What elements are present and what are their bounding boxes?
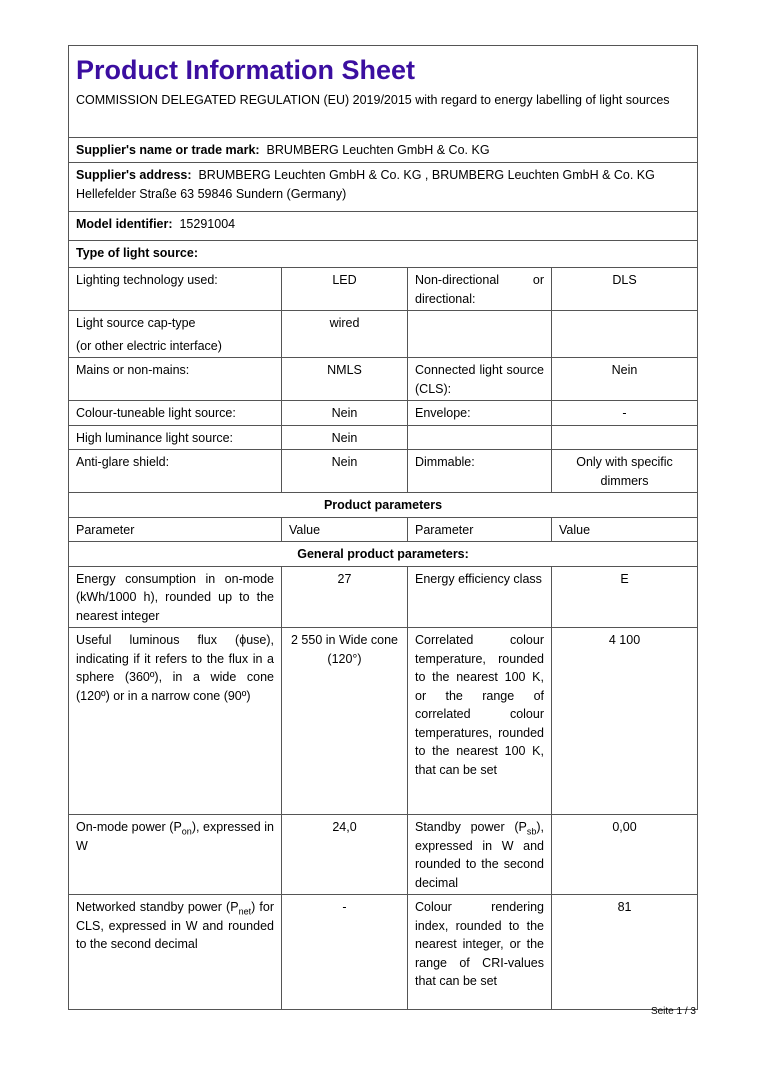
param-label: Colour rendering index, rounded to the n… [407,894,552,1010]
label-text: Standby power (P [415,820,527,834]
param-value: wired [281,310,408,358]
page-number: 1 / 3 [676,1006,696,1017]
page-footer: Seite 1 / 3 [651,1006,696,1017]
param-label: High luminance light source: [68,424,282,450]
table-row: Anti-glare shield: Nein Dimmable: Only w… [68,449,699,493]
supplier-name-value: BRUMBERG Leuchten GmbH & Co. KG [266,143,490,157]
param-value: - [550,400,699,426]
table-row: Light source cap-type (or other electric … [68,310,699,358]
footer-label: Seite [650,1006,674,1017]
param-label: Correlated colour temperature, rounded t… [407,627,552,815]
param-value: LED [281,267,408,311]
param-label: Energy consumption in on-mode (kWh/1000 … [68,565,282,628]
label-text: On-mode power (P [76,820,182,834]
table-row: Lighting technology used: LED Non-direct… [68,267,699,311]
param-label: Lighting technology used: [68,267,282,311]
table-row: High luminance light source: Nein [68,424,699,450]
param-value: - [281,894,408,1010]
param-value [550,310,699,358]
param-label [407,424,552,450]
regulation-text: COMMISSION DELEGATED REGULATION (EU) 201… [76,93,670,107]
supplier-address-value: BRUMBERG Leuchten GmbH & Co. KG , BRUMBE… [76,168,655,201]
label-subscript: on [181,826,192,837]
param-value: 27 [281,565,408,628]
model-row: Model identifier: 15291004 [67,211,699,241]
table-row: Colour-tuneable light source: Nein Envel… [68,400,699,426]
column-header: Value [550,516,699,542]
param-label: Mains or non-mains: [68,357,282,401]
table-row: Useful luminous flux (ϕuse), indicating … [68,627,699,815]
product-params-heading: Product parameters [67,492,699,518]
label-text: ) for CLS, expressed in W and rounded to… [76,900,274,951]
param-value: Nein [281,449,408,493]
param-label: Standby power (Psb), expressed in W and … [407,814,552,895]
model-value: 15291004 [179,217,236,231]
label-text: ), expressed in W [76,820,274,853]
table-row: Energy consumption in on-mode (kWh/1000 … [68,565,699,628]
page-title: Product Information Sheet [76,55,416,85]
cap-type-label: Light source cap-type [76,316,196,330]
param-value: NMLS [281,357,408,401]
label-text: ), expressed in W and rounded to the sec… [415,820,544,890]
supplier-name-row: Supplier's name or trade mark: BRUMBERG … [67,137,699,163]
table-row: On-mode power (Pon), expressed in W 24,0… [68,814,699,895]
param-label: Networked standby power (Pnet) for CLS, … [68,894,282,1010]
param-label: Energy efficiency class [407,565,552,628]
type-heading: Type of light source: [67,240,699,268]
param-value: Only with specific dimmers [550,449,699,493]
param-label: Connected light source (CLS): [407,357,552,401]
param-value: Nein [281,424,408,450]
table-row: Networked standby power (Pnet) for CLS, … [68,894,699,1010]
column-header: Parameter [407,516,552,542]
param-value: Nein [281,400,408,426]
supplier-name-label: Supplier's name or trade mark: [76,143,260,157]
label-text: Networked standby power (P [76,900,239,914]
param-label [407,310,552,358]
param-label: On-mode power (Pon), expressed in W [68,814,282,895]
header-cell: Product Information Sheet COMMISSION DEL… [67,45,699,138]
table-row: Mains or non-mains: NMLS Connected light… [68,357,699,401]
param-value: 4 100 [550,627,699,815]
param-label: Colour-tuneable light source: [68,400,282,426]
supplier-address-row: Supplier's address: BRUMBERG Leuchten Gm… [67,162,699,212]
model-label: Model identifier: [76,217,173,231]
param-label: Non-directional or directional: [407,267,552,311]
label-subscript: net [238,906,252,917]
param-value: 24,0 [281,814,408,895]
param-label: Envelope: [407,400,552,426]
column-header-row: Parameter Value Parameter Value [68,516,699,542]
column-header: Value [281,516,408,542]
param-value: 81 [550,894,699,1010]
cap-type-sublabel: (or other electric interface) [76,338,222,353]
param-value [550,424,699,450]
param-value: E [550,565,699,628]
supplier-address-label: Supplier's address: [76,168,192,182]
param-value: Nein [550,357,699,401]
label-subscript: sb [526,826,537,837]
general-params-heading: General product parameters: [67,541,699,567]
param-label: Light source cap-type (or other electric … [68,310,282,358]
param-value: 0,00 [550,814,699,895]
param-label: Dimmable: [407,449,552,493]
column-header: Parameter [68,516,282,542]
param-label: Useful luminous flux (ϕuse), indicating … [68,627,282,815]
param-value: 2 550 in Wide cone (120°) [281,627,408,815]
param-label: Anti-glare shield: [68,449,282,493]
param-value: DLS [550,267,699,311]
product-information-table: Product Information Sheet COMMISSION DEL… [67,45,699,1010]
